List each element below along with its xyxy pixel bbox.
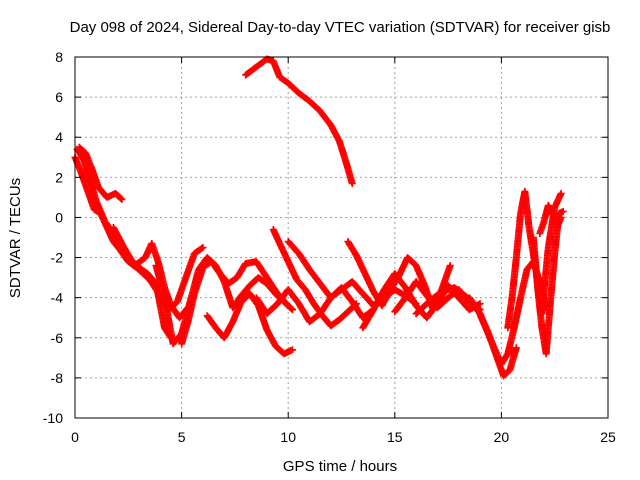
data-marks — [71, 55, 567, 380]
y-tick-label: -4 — [51, 290, 64, 306]
data-point — [351, 301, 359, 309]
data-point — [289, 346, 296, 354]
x-tick-label: 15 — [387, 429, 403, 445]
x-tick-label: 0 — [71, 429, 79, 445]
series-track-19 — [536, 201, 565, 237]
x-tick-label: 10 — [280, 429, 296, 445]
data-point — [348, 179, 356, 187]
data-point — [118, 195, 126, 203]
x-tick-label: 5 — [178, 429, 186, 445]
y-tick-label: 4 — [55, 129, 63, 145]
data-point — [557, 213, 565, 221]
data-point — [559, 207, 567, 215]
y-tick-label: 8 — [55, 49, 63, 65]
series-track-10 — [269, 226, 360, 330]
data-point — [446, 262, 454, 270]
y-tick-label: 0 — [55, 209, 63, 225]
data-point — [284, 302, 292, 310]
data-point — [117, 194, 125, 202]
y-tick-label: -10 — [43, 410, 63, 426]
series-track-4 — [109, 224, 192, 322]
data-point — [352, 300, 360, 308]
series-track-3 — [75, 143, 126, 203]
axis-ticks: 0 5 10 15 20 25 -10 -8 -6 -4 -2 0 2 4 6 8 — [43, 49, 616, 445]
y-tick-label: 2 — [55, 169, 63, 185]
data-point — [283, 301, 291, 309]
y-axis-title: SDTVAR / TECUs — [7, 178, 24, 298]
plot-frame — [74, 56, 609, 419]
x-tick-label: 25 — [600, 429, 616, 445]
data-point — [198, 244, 206, 252]
data-point — [557, 189, 565, 197]
data-point — [199, 244, 207, 251]
series-track-18 — [529, 207, 567, 358]
y-tick-label: -6 — [51, 330, 64, 346]
x-tick-label: 20 — [494, 429, 510, 445]
y-tick-label: 6 — [55, 89, 63, 105]
series-track-8 — [242, 55, 356, 187]
x-axis-title: GPS time / hours — [283, 458, 397, 475]
series-track-6 — [178, 258, 292, 348]
y-tick-label: -8 — [51, 370, 64, 386]
series-track-7 — [203, 290, 296, 358]
data-point — [476, 300, 484, 308]
chart-title: Day 098 of 2024, Sidereal Day-to-day VTE… — [70, 19, 611, 36]
data-point — [512, 344, 520, 352]
grid — [75, 57, 608, 418]
data-point — [289, 306, 296, 314]
y-tick-label: -2 — [51, 250, 64, 266]
